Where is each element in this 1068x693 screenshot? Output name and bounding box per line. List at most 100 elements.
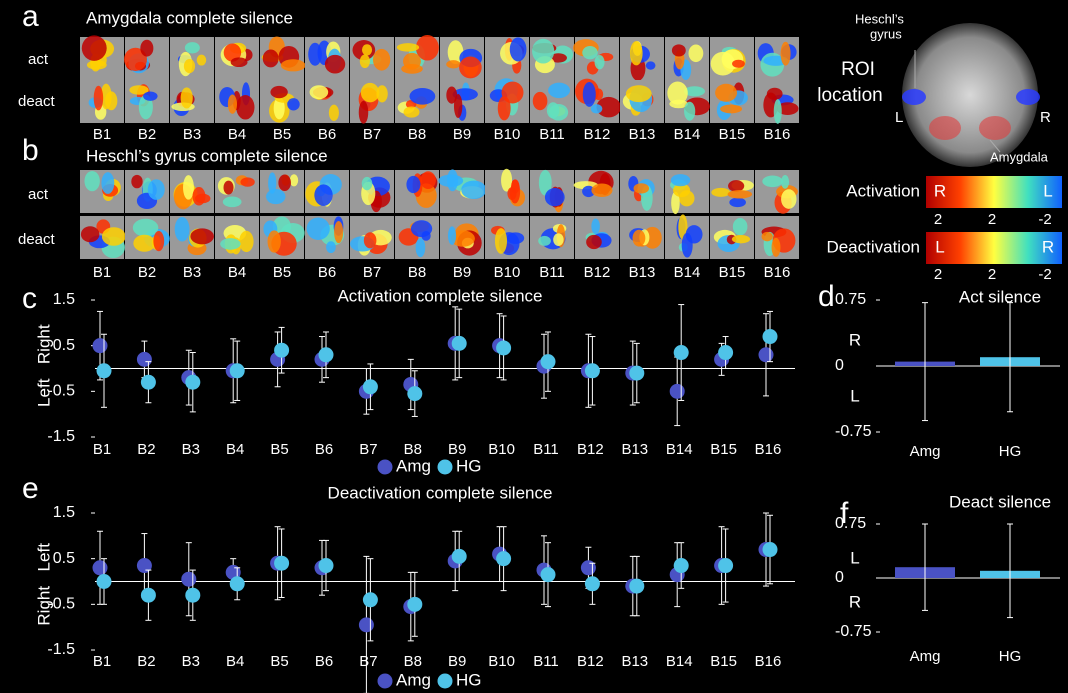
activation-blob: [81, 226, 100, 242]
page: { "panel_a": {"letter": "a", "title": "A…: [0, 0, 1068, 693]
x-tick-label: B14: [666, 441, 693, 458]
activation-blob: [281, 59, 306, 71]
activation-blob: [362, 44, 372, 55]
activation-blob: [240, 177, 254, 186]
point: [496, 340, 511, 355]
activation-blob: [532, 39, 554, 64]
activation-blob: [133, 219, 159, 237]
activation-blob: [101, 172, 114, 194]
x-tick-label: B7: [359, 653, 377, 670]
point: [718, 345, 733, 360]
roi-spot: [902, 89, 926, 105]
roi-title: ROI: [841, 59, 875, 80]
row-label: deact: [18, 231, 56, 248]
activation-blob: [376, 85, 387, 102]
panel-title: Amygdala complete silence: [86, 8, 293, 27]
point: [629, 366, 644, 381]
point: [319, 558, 334, 573]
point: [93, 338, 108, 353]
point: [230, 576, 245, 591]
point: [763, 542, 778, 557]
colorbar-end: L: [935, 237, 944, 256]
point: [496, 551, 511, 566]
activation-blob: [732, 235, 750, 243]
x-tick-label: B15: [710, 653, 737, 670]
activation-blob: [553, 233, 563, 246]
block-label: B15: [719, 126, 746, 143]
activation-blob: [498, 96, 511, 120]
x-tick-label: HG: [999, 648, 1022, 665]
legend-marker: [438, 460, 453, 475]
roi-spot: [979, 116, 1011, 140]
activation-blob: [406, 176, 420, 193]
activation-blob: [511, 179, 519, 193]
activation-blob: [416, 238, 426, 257]
activation-blob: [689, 45, 704, 63]
activation-blob: [533, 92, 548, 110]
activation-blob: [421, 231, 430, 241]
point: [541, 567, 556, 582]
point: [674, 345, 689, 360]
activation-blob: [733, 218, 748, 235]
y-side-label: Left: [34, 378, 53, 407]
block-label: B4: [228, 126, 246, 143]
y-tick-label: 0.75: [835, 291, 866, 308]
roi-label: gyrus: [870, 26, 902, 41]
activation-blob: [278, 174, 291, 191]
block-label: B1: [93, 126, 111, 143]
activation-blob: [591, 218, 600, 234]
activation-blob: [359, 101, 368, 124]
x-tick-label: B2: [137, 441, 155, 458]
point: [274, 556, 289, 571]
activation-blob: [672, 44, 686, 56]
block-label: B2: [138, 264, 156, 281]
activation-blob: [175, 217, 190, 242]
activation-blob: [403, 53, 421, 70]
point: [274, 343, 289, 358]
point: [629, 579, 644, 594]
activation-blob: [153, 231, 164, 251]
x-tick-label: B8: [404, 653, 422, 670]
block-label: B1: [93, 264, 111, 281]
colorbar-tick: 2: [934, 266, 942, 283]
block-label: B9: [453, 264, 471, 281]
chart-title: Deact silence: [949, 492, 1051, 511]
x-tick-label: B12: [577, 441, 604, 458]
colorbar-tick: -2: [1038, 211, 1051, 228]
roi-label: L: [895, 109, 903, 126]
colorbar-label: Activation: [846, 181, 920, 200]
x-tick-label: B1: [93, 441, 111, 458]
block-label: B10: [494, 264, 521, 281]
block-label: B6: [318, 264, 336, 281]
activation-blob: [591, 104, 602, 113]
point: [319, 347, 334, 362]
activation-blob: [223, 197, 242, 208]
block-label: B13: [629, 126, 656, 143]
legend-label: Amg: [396, 456, 431, 475]
x-tick-label: B4: [226, 441, 244, 458]
y-tick-label: -0.75: [835, 423, 872, 440]
point: [185, 375, 200, 390]
x-tick-label: Amg: [910, 443, 941, 460]
y-tick-label: 0.5: [53, 337, 75, 354]
activation-blob: [326, 241, 336, 253]
block-label: B2: [138, 126, 156, 143]
activation-blob: [307, 217, 330, 240]
x-tick-label: B13: [621, 441, 648, 458]
activation-blob: [548, 83, 570, 98]
colorbar-tick: -2: [1038, 266, 1051, 283]
chart-title: Deactivation complete silence: [328, 483, 553, 502]
x-tick-label: B15: [710, 441, 737, 458]
x-tick-label: B6: [315, 441, 333, 458]
roi-title: location: [817, 85, 883, 106]
point: [670, 384, 685, 399]
y-tick-label: -0.75: [835, 623, 872, 640]
block-label: B3: [183, 264, 201, 281]
x-tick-label: B2: [137, 653, 155, 670]
point: [407, 386, 422, 401]
activation-blob: [711, 188, 730, 197]
activation-blob: [143, 91, 157, 100]
block-label: B10: [494, 126, 521, 143]
point: [141, 375, 156, 390]
activation-blob: [586, 235, 602, 249]
